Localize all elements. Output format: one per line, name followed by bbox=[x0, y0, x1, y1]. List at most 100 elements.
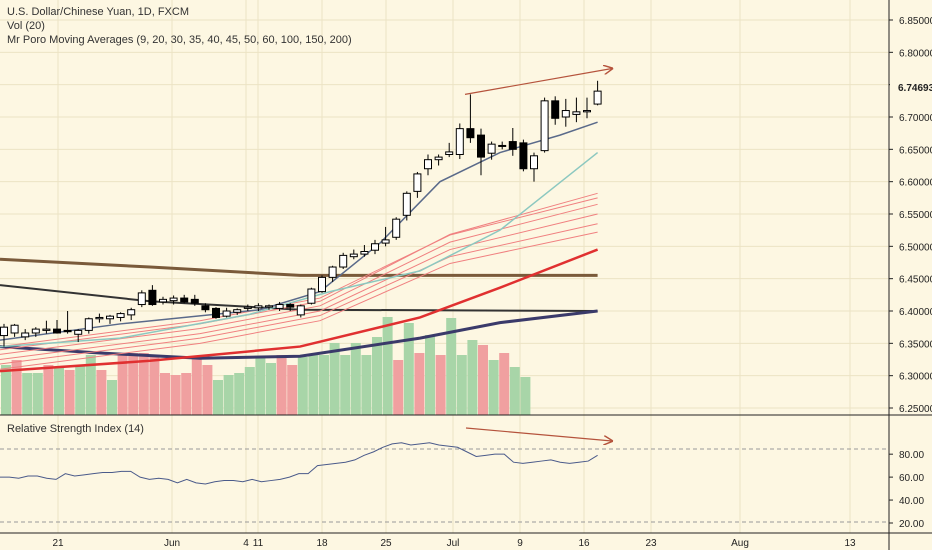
candle-down bbox=[466, 128, 475, 139]
volume-bar bbox=[478, 345, 488, 415]
ma20-line bbox=[0, 151, 599, 348]
candle-up bbox=[381, 239, 390, 244]
candle-up bbox=[540, 100, 549, 152]
volume-bar bbox=[435, 355, 446, 415]
volume-bars bbox=[1, 317, 531, 415]
volume-bar bbox=[297, 357, 308, 415]
time-tick-label: 25 bbox=[380, 538, 392, 549]
candle-up bbox=[455, 128, 464, 156]
candle-up bbox=[84, 318, 93, 331]
time-axis: 21 Jun 4 11 18 25 Jul 9 16 23 Aug 13 bbox=[52, 538, 856, 549]
rsi-axis: 80.00 60.00 40.00 20.00 bbox=[889, 450, 924, 530]
candle-up bbox=[339, 254, 348, 268]
candle-up bbox=[392, 218, 401, 238]
candle-up bbox=[318, 276, 326, 293]
volume-bar bbox=[54, 368, 64, 415]
price-tick-label: 6.85000 bbox=[899, 16, 932, 27]
volume-bar bbox=[128, 353, 139, 415]
candle-up bbox=[10, 324, 19, 334]
volume-bar bbox=[244, 367, 255, 415]
rsi-tick-label: 20.00 bbox=[899, 519, 924, 530]
moving-averages bbox=[0, 121, 599, 373]
volume-bar bbox=[75, 365, 86, 415]
volume-bar bbox=[488, 360, 499, 415]
time-tick-label: 13 bbox=[844, 538, 856, 549]
time-tick-label: 23 bbox=[645, 538, 657, 549]
time-tick-label: 4 bbox=[243, 538, 249, 549]
candle-up bbox=[307, 288, 316, 304]
rsi-tick-label: 60.00 bbox=[899, 473, 924, 484]
time-tick-label: Jul bbox=[447, 538, 460, 549]
volume-bar bbox=[308, 355, 319, 415]
candle-down bbox=[148, 289, 157, 306]
volume-bar bbox=[319, 355, 329, 415]
candle-up bbox=[95, 316, 104, 320]
ma150-line bbox=[0, 284, 598, 312]
chart-title: U.S. Dollar/Chinese Yuan, 1D, FXCM bbox=[7, 6, 189, 18]
volume-bar bbox=[213, 380, 223, 415]
candle-up bbox=[593, 90, 602, 105]
candle-down bbox=[201, 305, 210, 311]
volume-bar bbox=[446, 318, 457, 415]
ma200-line bbox=[0, 257, 598, 277]
candle-up bbox=[233, 309, 242, 313]
last-price-box bbox=[890, 80, 932, 94]
candle-down bbox=[477, 134, 485, 158]
volume-bar bbox=[64, 370, 75, 415]
volume-bar bbox=[191, 357, 202, 415]
candle-up bbox=[424, 159, 432, 170]
ma9-line bbox=[0, 121, 598, 341]
candle-up bbox=[371, 243, 379, 251]
volume-bar bbox=[329, 343, 340, 415]
price-tick-label: 6.35000 bbox=[899, 339, 932, 350]
rsi-tick-label: 80.00 bbox=[899, 450, 924, 461]
candle-up bbox=[328, 266, 337, 278]
price-tick-label: 6.40000 bbox=[899, 307, 932, 318]
candle-up bbox=[74, 329, 83, 335]
volume-bar bbox=[372, 337, 382, 415]
rsi-tick-label: 40.00 bbox=[899, 496, 924, 507]
last-price-label: 6.74693 bbox=[898, 83, 932, 94]
candle-up bbox=[137, 292, 146, 306]
candle-up bbox=[106, 315, 114, 320]
candle-up bbox=[254, 305, 263, 309]
volume-bar bbox=[276, 355, 287, 415]
volume-bar bbox=[255, 357, 266, 415]
candle-up bbox=[296, 305, 305, 316]
candle-up bbox=[169, 297, 178, 302]
volume-bar bbox=[43, 365, 54, 415]
volume-bar bbox=[85, 355, 96, 415]
volume-bar bbox=[96, 370, 107, 415]
candle-down bbox=[53, 328, 61, 334]
volume-bar bbox=[382, 317, 393, 415]
candle-down bbox=[286, 304, 295, 308]
candle-up bbox=[42, 328, 51, 331]
volume-bar bbox=[170, 375, 181, 415]
candle-down bbox=[212, 307, 220, 318]
time-tick-label: 18 bbox=[316, 538, 328, 549]
rsi-line bbox=[0, 442, 598, 485]
volume-bar bbox=[467, 340, 478, 415]
candle-up bbox=[21, 332, 30, 338]
time-tick-label: Aug bbox=[731, 538, 749, 549]
ma-fan-line bbox=[0, 231, 598, 370]
volume-bar bbox=[107, 380, 117, 415]
ma-indicator-label: Mr Poro Moving Averages (9, 20, 30, 35, … bbox=[7, 34, 352, 46]
candle-up bbox=[243, 306, 252, 309]
ma60-line bbox=[0, 248, 599, 373]
rsi-panel bbox=[0, 427, 889, 523]
candle-up bbox=[434, 156, 443, 161]
volume-bar bbox=[361, 355, 372, 415]
candle-down bbox=[508, 141, 517, 150]
candle-up bbox=[127, 309, 136, 316]
time-tick-label: 21 bbox=[52, 538, 64, 549]
price-tick-label: 6.30000 bbox=[899, 372, 932, 383]
price-tick-label: 6.50000 bbox=[899, 242, 932, 253]
ma-fan-line bbox=[0, 192, 598, 351]
candle-down bbox=[190, 298, 199, 304]
volume-bar bbox=[266, 363, 276, 415]
candle-up bbox=[487, 143, 496, 154]
price-tick-label: 6.80000 bbox=[899, 48, 932, 59]
price-tick-label: 6.25000 bbox=[899, 404, 932, 415]
